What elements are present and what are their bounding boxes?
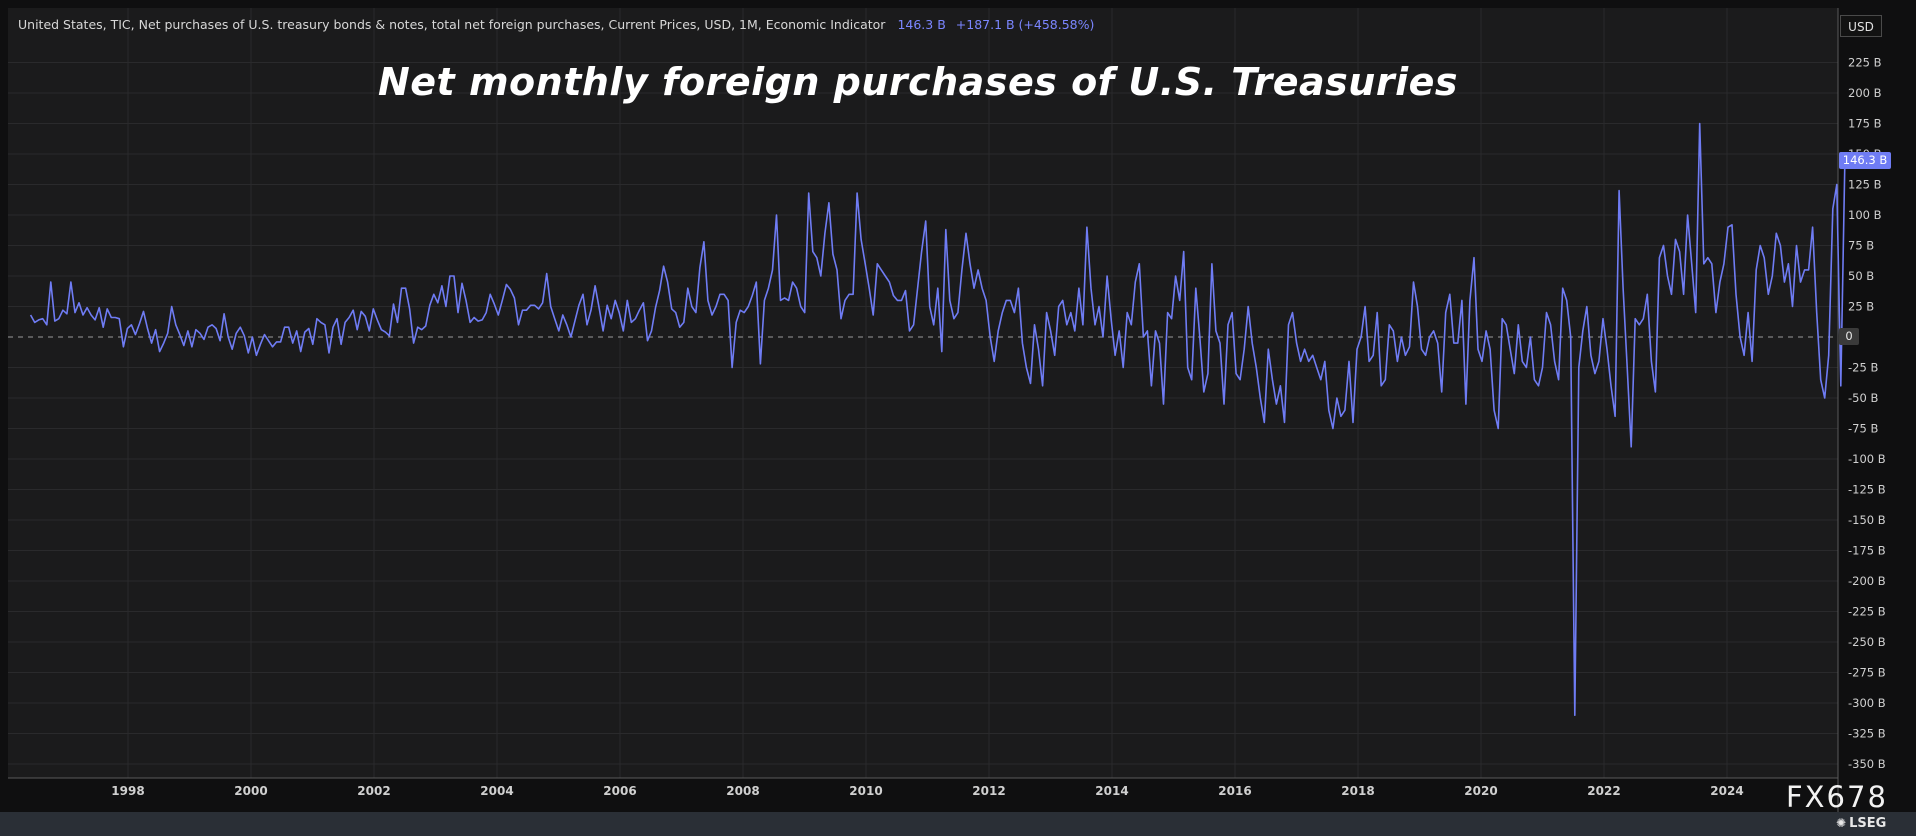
y-tick-label: -250 B bbox=[1848, 635, 1886, 649]
chart-title: Net monthly foreign purchases of U.S. Tr… bbox=[377, 60, 1458, 104]
series-description: United States, TIC, Net purchases of U.S… bbox=[18, 17, 886, 32]
plot-background bbox=[8, 8, 1838, 778]
grid bbox=[8, 8, 1838, 778]
y-tick-label: -25 B bbox=[1848, 361, 1878, 375]
y-tick-label: 50 B bbox=[1848, 269, 1874, 283]
y-tick-label: -275 B bbox=[1848, 666, 1886, 680]
lseg-emblem-icon: ✺ bbox=[1836, 816, 1847, 830]
x-axis-ticks: 1998 2000 2002 2004 2006 2008 2010 2012 2014 2016… bbox=[111, 784, 1743, 798]
x-tick-label: 2004 bbox=[480, 784, 513, 798]
y-tick-label: 125 B bbox=[1848, 178, 1882, 192]
watermark-logo: ✺ LSEG bbox=[1836, 816, 1886, 831]
x-tick-label: 2008 bbox=[726, 784, 759, 798]
y-tick-label: -350 B bbox=[1848, 757, 1886, 771]
y-tick-label: 75 B bbox=[1848, 239, 1874, 253]
y-tick-label: -125 B bbox=[1848, 483, 1886, 497]
y-tick-label: -325 B bbox=[1848, 727, 1886, 741]
last-value-badge: 146.3 B bbox=[1839, 152, 1891, 169]
series-layer bbox=[29, 122, 1846, 716]
y-tick-label: -200 B bbox=[1848, 574, 1886, 588]
x-tick-label: 2006 bbox=[603, 784, 636, 798]
last-value: 146.3 B bbox=[897, 17, 946, 32]
y-tick-label: 100 B bbox=[1848, 208, 1882, 222]
y-tick-label: -300 B bbox=[1848, 696, 1886, 710]
y-tick-label: -150 B bbox=[1848, 513, 1886, 527]
zero-badge: 0 bbox=[1839, 328, 1859, 345]
y-tick-label: 175 B bbox=[1848, 117, 1882, 131]
currency-button[interactable]: USD bbox=[1840, 15, 1882, 37]
y-tick-label: -225 B bbox=[1848, 605, 1886, 619]
logo-text: LSEG bbox=[1849, 816, 1887, 831]
x-tick-label: 2024 bbox=[1710, 784, 1743, 798]
x-tick-label: 2000 bbox=[234, 784, 267, 798]
y-tick-label: 200 B bbox=[1848, 86, 1882, 100]
y-tick-label: 25 B bbox=[1848, 300, 1874, 314]
change-value: +187.1 B (+458.58%) bbox=[955, 17, 1095, 32]
series-legend[interactable]: United States, TIC, Net purchases of U.S… bbox=[18, 17, 1094, 32]
bottom-bar bbox=[0, 812, 1916, 836]
x-tick-label: 1998 bbox=[111, 784, 144, 798]
x-tick-label: 2014 bbox=[1095, 784, 1128, 798]
x-tick-label: 2018 bbox=[1341, 784, 1374, 798]
x-tick-label: 2020 bbox=[1464, 784, 1497, 798]
x-tick-label: 2016 bbox=[1218, 784, 1251, 798]
x-tick-label: 2022 bbox=[1587, 784, 1620, 798]
y-tick-label: -100 B bbox=[1848, 452, 1886, 466]
x-tick-label: 2010 bbox=[849, 784, 882, 798]
x-tick-label: 2012 bbox=[972, 784, 1005, 798]
y-tick-label: -50 B bbox=[1848, 391, 1878, 405]
series-line[interactable] bbox=[29, 122, 1846, 716]
x-tick-label: 2002 bbox=[357, 784, 390, 798]
watermark-code: FX678 bbox=[1786, 780, 1888, 814]
y-tick-label: -175 B bbox=[1848, 544, 1886, 558]
y-tick-label: 225 B bbox=[1848, 56, 1882, 70]
y-tick-label: -75 B bbox=[1848, 422, 1878, 436]
